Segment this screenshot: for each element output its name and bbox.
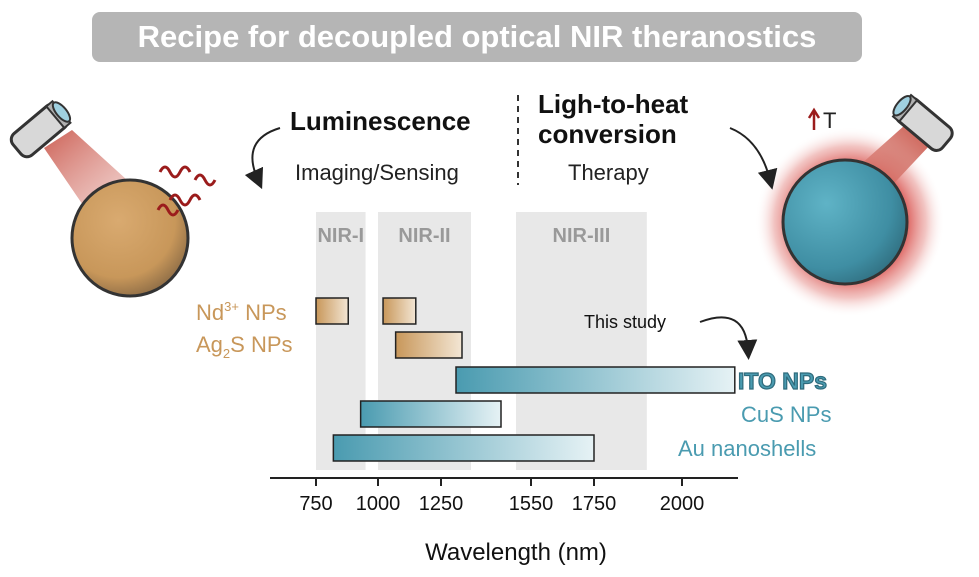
ito-nps-label: ITO NPs bbox=[738, 368, 827, 394]
heat-conversion-heading-line1: Ligh-to-heat bbox=[538, 89, 689, 119]
heating-particle-illustration: T bbox=[729, 93, 954, 317]
luminescence-heading: Luminescence bbox=[290, 106, 471, 136]
x-axis: 750 1000 1250 1550 1750 2000 bbox=[270, 477, 738, 515]
heat-conversion-heading-line2: conversion bbox=[538, 119, 677, 149]
x-tick-label: 1550 bbox=[509, 493, 554, 515]
this-study-annotation: This study bbox=[584, 312, 666, 332]
ag2s-nps-label: Ag2S NPs bbox=[196, 332, 293, 361]
temperature-up-arrow-icon bbox=[807, 107, 821, 130]
ito-nanoparticle bbox=[781, 158, 909, 286]
window-band-nir-iii bbox=[516, 212, 647, 470]
cus-nps-label: CuS NPs bbox=[741, 402, 831, 427]
x-tick-label: 1250 bbox=[419, 493, 464, 515]
x-tick-label: 1750 bbox=[572, 493, 617, 515]
bar-ag2s-nps-0 bbox=[394, 331, 463, 359]
bar-nd3-nps-1 bbox=[382, 297, 417, 325]
laser-head-right bbox=[891, 93, 954, 152]
x-tick-label: 2000 bbox=[660, 493, 705, 515]
arrow-to-left-particle bbox=[244, 127, 281, 190]
window-label-nir-ii: NIR-II bbox=[398, 225, 450, 247]
bar-au-nanoshells-0 bbox=[332, 434, 595, 462]
therapy-label: Therapy bbox=[568, 160, 649, 185]
x-tick-label: 750 bbox=[299, 493, 332, 515]
luminescent-particle-illustration bbox=[9, 99, 281, 298]
x-axis-label: Wavelength (nm) bbox=[425, 539, 607, 566]
nir-windows: NIR-I NIR-II NIR-III bbox=[316, 212, 647, 470]
window-label-nir-iii: NIR-III bbox=[553, 225, 611, 247]
page-title: Recipe for decoupled optical NIR therano… bbox=[137, 19, 817, 54]
bar-ito-nps-0 bbox=[455, 366, 736, 394]
x-tick-label: 1000 bbox=[356, 493, 401, 515]
bar-cus-nps-0 bbox=[359, 400, 502, 428]
bar-nd3-nps-0 bbox=[315, 297, 349, 325]
temperature-label: T bbox=[823, 108, 836, 133]
title-banner: Recipe for decoupled optical NIR therano… bbox=[92, 12, 862, 62]
nd-nps-label: Nd3+ NPs bbox=[196, 299, 287, 325]
au-nanoshells-label: Au nanoshells bbox=[678, 436, 816, 461]
this-study-arrow bbox=[699, 316, 758, 360]
arrow-to-right-particle bbox=[729, 127, 778, 190]
imaging-sensing-label: Imaging/Sensing bbox=[295, 160, 459, 185]
window-band-nir-i bbox=[316, 212, 366, 470]
window-label-nir-i: NIR-I bbox=[317, 225, 364, 247]
laser-head-left bbox=[9, 99, 72, 159]
emission-wave-icon bbox=[156, 165, 217, 217]
range-bars bbox=[315, 297, 736, 462]
